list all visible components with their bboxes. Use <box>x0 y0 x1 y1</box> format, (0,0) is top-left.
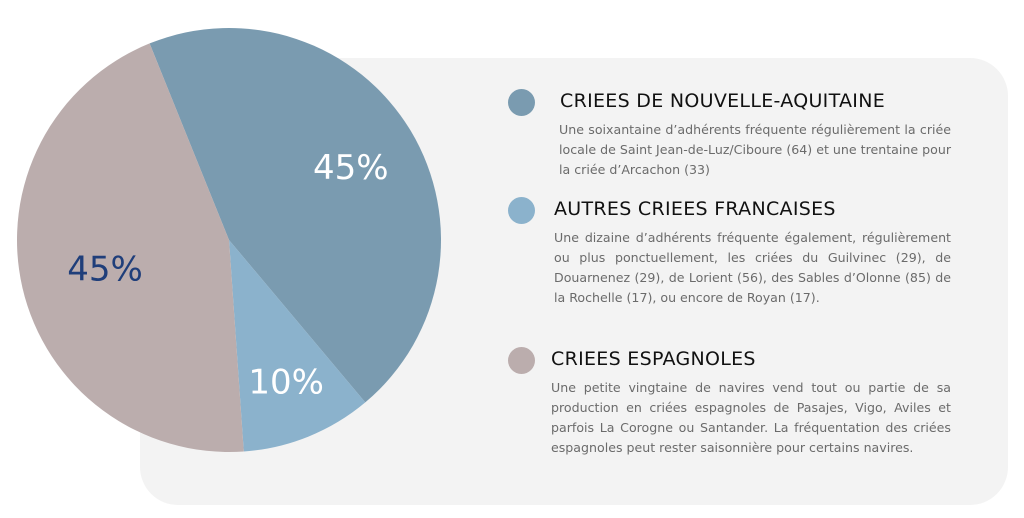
legend-dot <box>508 347 535 374</box>
pie-slice-label: 45% <box>67 250 143 290</box>
legend-title: CRIEES ESPAGNOLES <box>551 348 756 370</box>
legend-description: Une dizaine d’adhérents fréquente égalem… <box>554 230 951 305</box>
legend-dot <box>508 89 535 116</box>
legend-description: Une petite vingtaine de navires vend tou… <box>551 380 951 455</box>
pie-slice <box>229 240 366 452</box>
pie-slice-label: 45% <box>313 148 389 188</box>
pie-chart: 45% 10% 45% <box>16 28 441 453</box>
legend-title: CRIEES DE NOUVELLE-AQUITAINE <box>560 90 886 112</box>
legend-dot <box>508 197 535 224</box>
pie-slice-label: 10% <box>248 363 324 403</box>
legend-description: Une soixantaine d’adhérents fréquente ré… <box>559 122 951 177</box>
pie-slice <box>16 43 244 453</box>
pie-slice <box>149 28 441 403</box>
legend-title: AUTRES CRIEES FRANCAISES <box>554 198 836 220</box>
